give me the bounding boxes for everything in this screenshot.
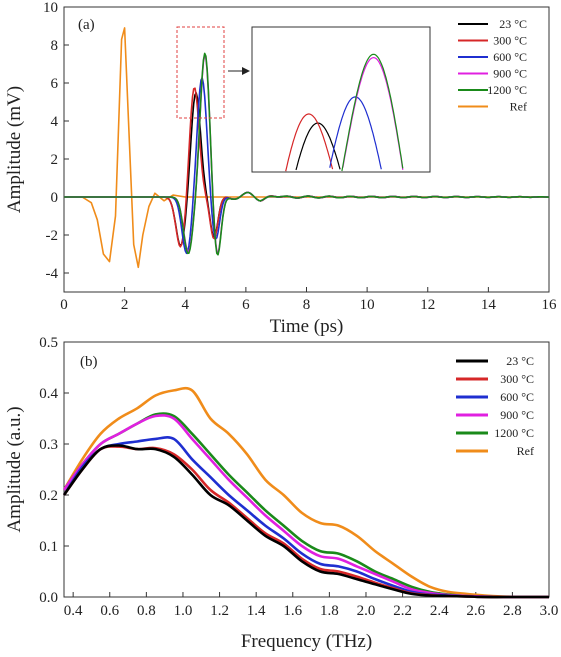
zoom-region-box [176, 26, 225, 119]
y-tick-label: 2 [51, 152, 59, 168]
x-tick-label: 0.6 [100, 603, 119, 619]
x-tick-label: 2.0 [357, 603, 376, 619]
panel-a-legend: 23 °C 300 °C 600 °C 900 °C 1200 °C Ref [458, 17, 527, 114]
series-line-23-c [62, 444, 549, 599]
x-tick-label: 0 [60, 297, 68, 313]
panel-b: 0.4 0.6 0.8 1.0 1.2 1.4 1.6 1.8 2.0 2.2 2.4 2.6 2.8 3… [4, 335, 558, 652]
x-tick-label: 2 [121, 297, 129, 313]
panel-a-ylabel: Amplitude (mV) [4, 86, 25, 213]
legend-label-900-c: 900 °C [500, 408, 534, 422]
x-tick-label: 14 [481, 297, 497, 313]
legend-label-600-c: 600 °C [493, 50, 527, 64]
series-line-1200-c [64, 52, 550, 256]
panel-b-series [62, 386, 550, 599]
panel-b-legend: 23 °C 300 °C 600 °C 900 °C 1200 °C Ref [456, 354, 534, 458]
x-tick-label: 1.0 [174, 603, 193, 619]
x-tick-label: 1.6 [283, 603, 302, 619]
y-tick-label: 0 [51, 190, 59, 206]
legend-label-23-c: 23 °C [506, 354, 534, 368]
x-tick-label: 0.4 [64, 603, 83, 619]
x-tick-label: 2.2 [393, 603, 412, 619]
x-tick-label: 0.8 [137, 603, 156, 619]
y-tick-label: 0.4 [39, 386, 58, 402]
panel-a: 0 2 4 6 8 10 12 14 16 -4 -2 0 2 4 6 8 10 (a) Time (ps) A… [4, 0, 557, 337]
y-tick-label: 0.1 [39, 539, 58, 555]
x-tick-label: 6 [242, 297, 250, 313]
panel-b-xlabel: Frequency (THz) [241, 631, 372, 652]
panel-a-label: (a) [78, 17, 95, 33]
x-tick-label: 3.0 [540, 603, 559, 619]
legend-label-1200-c: 1200 °C [487, 83, 527, 97]
y-tick-label: 6 [51, 76, 59, 92]
panel-b-frame [63, 341, 550, 598]
y-tick-label: 0.5 [39, 335, 58, 351]
y-tick-label: 4 [51, 114, 59, 130]
panel-a-xlabel: Time (ps) [270, 316, 344, 337]
legend-label-ref: Ref [517, 444, 534, 458]
inset-frame [251, 26, 431, 173]
x-tick-label: 10 [360, 297, 375, 313]
x-tick-label: 16 [542, 297, 558, 313]
legend-label-300-c: 300 °C [500, 372, 534, 386]
y-tick-label: 8 [51, 38, 59, 54]
inset-series [285, 53, 404, 172]
legend-label-300-c: 300 °C [493, 34, 527, 48]
y-tick-label: -2 [46, 228, 59, 244]
panel-b-label: (b) [80, 354, 98, 370]
x-tick-label: 8 [303, 297, 311, 313]
y-tick-label: 10 [43, 0, 58, 16]
y-tick-label: 0.0 [39, 590, 58, 606]
panel-a-ticks: 0 2 4 6 8 10 12 14 16 -4 -2 0 2 4 6 8 10 [43, 0, 557, 313]
legend-label-ref: Ref [510, 100, 527, 114]
y-tick-label: 0.3 [39, 437, 58, 453]
series-line-ref [64, 27, 549, 269]
panel-b-ylabel: Amplitude (a.u.) [4, 406, 25, 532]
legend-label-23-c: 23 °C [499, 17, 527, 31]
x-tick-label: 4 [182, 297, 190, 313]
x-tick-label: 2.4 [430, 603, 449, 619]
legend-label-900-c: 900 °C [493, 67, 527, 81]
panel-b-ticks: 0.4 0.6 0.8 1.0 1.2 1.4 1.6 1.8 2.0 2.2 2.4 2.6 2.8 3… [39, 335, 558, 619]
y-tick-label: 0.2 [39, 488, 58, 504]
x-tick-label: 12 [420, 297, 435, 313]
legend-label-600-c: 600 °C [500, 390, 534, 404]
legend-label-1200-c: 1200 °C [494, 426, 534, 440]
x-tick-label: 1.8 [320, 603, 339, 619]
inset-line-1200-c [341, 53, 404, 172]
x-tick-label: 2.6 [466, 603, 485, 619]
x-tick-label: 1.2 [210, 603, 229, 619]
zoom-arrow-head [242, 67, 250, 75]
y-tick-label: -4 [46, 266, 59, 282]
series-line-300-c [62, 445, 549, 599]
x-tick-label: 2.8 [503, 603, 522, 619]
series-line-ref [62, 386, 550, 599]
inset-line-300-c [285, 113, 334, 172]
panel-a-series [64, 27, 550, 269]
x-tick-label: 1.4 [247, 603, 266, 619]
